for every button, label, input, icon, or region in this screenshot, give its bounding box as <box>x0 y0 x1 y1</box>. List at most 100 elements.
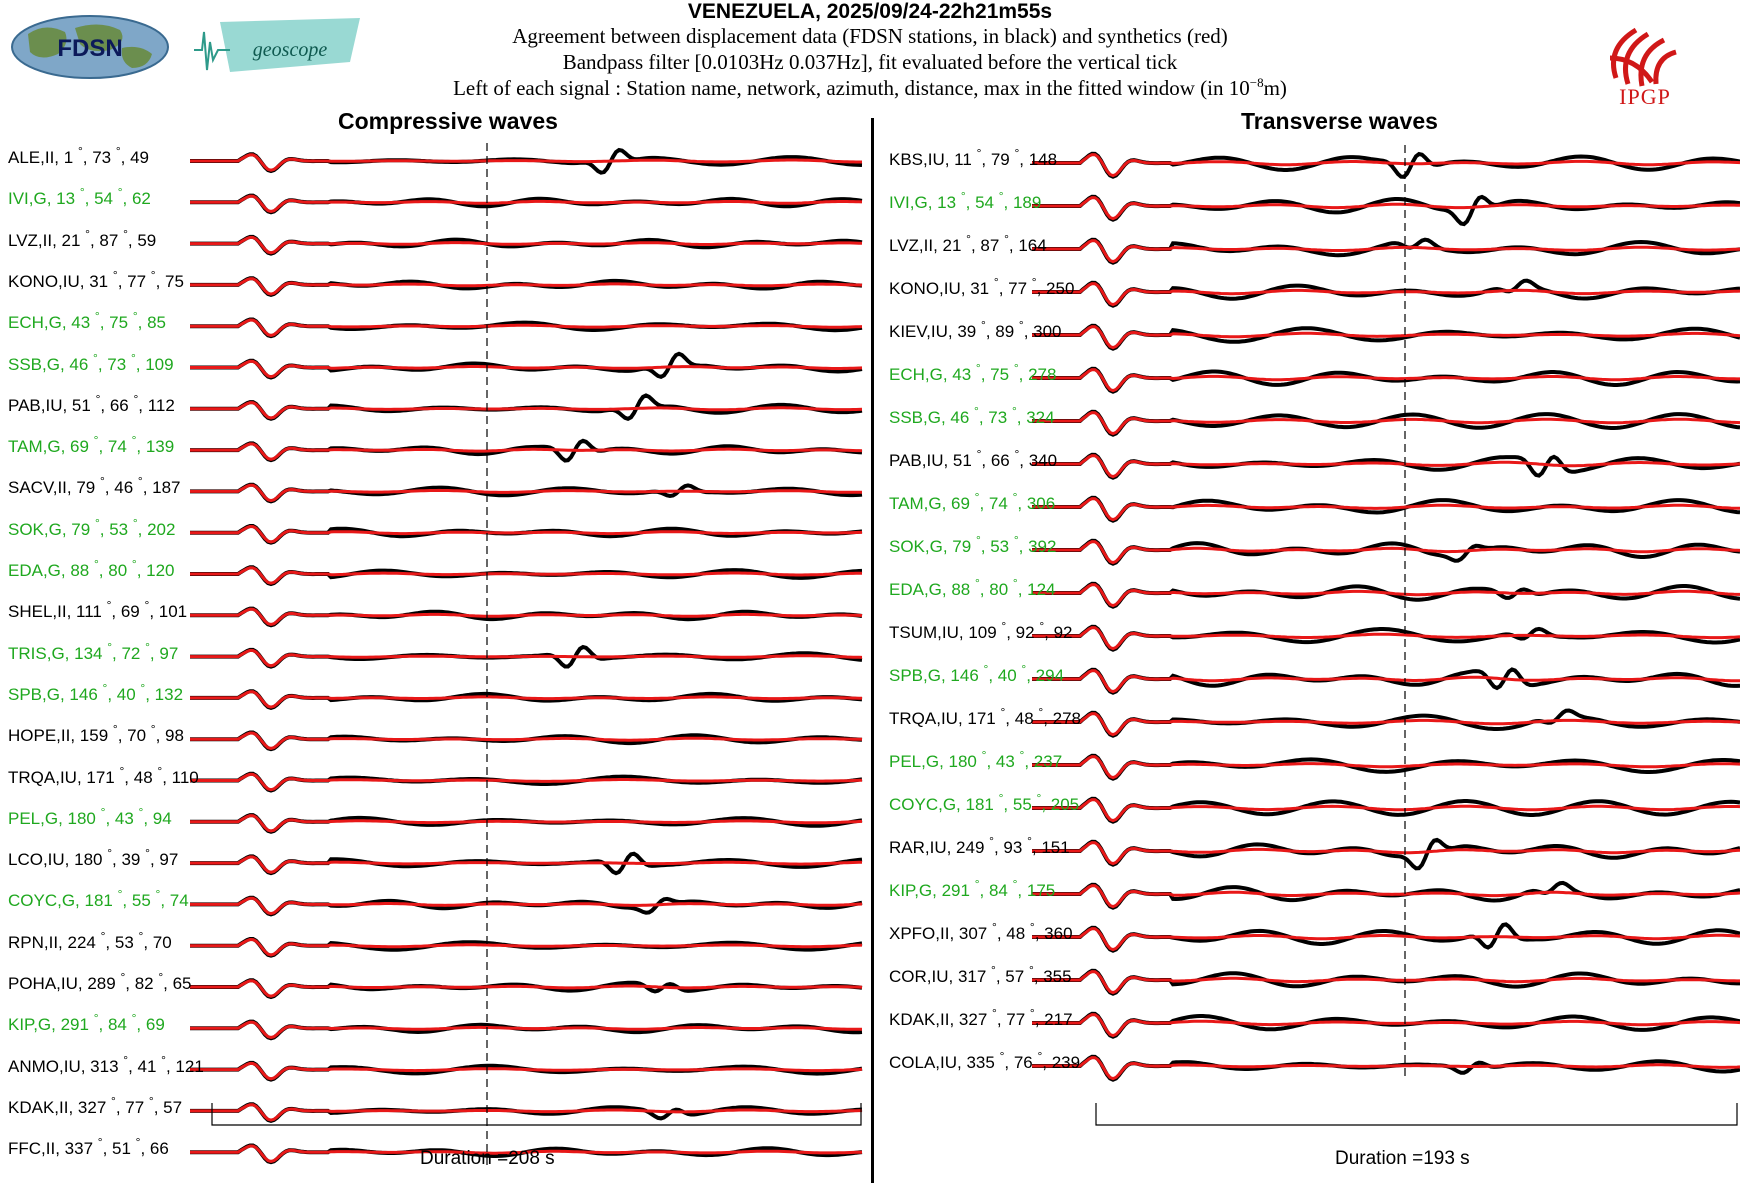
station-label-kip: KIP,G, 291 °, 84 °, 175 <box>889 877 1056 900</box>
synthetic-trace-tam-t <box>1032 497 1740 522</box>
station-label-sok: SOK,G, 79 °, 53 °, 392 <box>889 533 1057 556</box>
station-label-hope: HOPE,II, 159 °, 70 °, 98 <box>8 722 184 746</box>
synthetic-trace-spb-t <box>1032 669 1740 694</box>
synthetic-trace-tam-z <box>190 442 863 461</box>
station-label-kdak: KDAK,II, 327 °, 77 °, 57 <box>8 1093 183 1117</box>
station-label-cor: COR,IU, 317 °, 57 °, 355 <box>889 963 1072 986</box>
station-label-tam: TAM,G, 69 °, 74 °, 139 <box>8 433 175 457</box>
station-label-tris: TRIS,G, 134 °, 72 °, 97 <box>8 639 179 663</box>
synthetic-trace-ssb-t <box>1032 411 1740 436</box>
synthetic-trace-eda-z <box>190 566 863 585</box>
compressive-duration-bracket <box>211 1103 862 1126</box>
synthetic-trace-lvz-t <box>1032 239 1740 264</box>
station-label-lvz: LVZ,II, 21 °, 87 °, 164 <box>889 232 1047 255</box>
synthetic-trace-cola-t <box>1032 1056 1740 1081</box>
synthetic-trace-kbs-t <box>1032 153 1740 178</box>
synthetic-trace-eda-t <box>1032 583 1740 608</box>
synthetic-trace-kiev-t <box>1032 325 1740 350</box>
synthetic-trace-ech-t <box>1032 368 1740 393</box>
station-label-tsum: TSUM,IU, 109 °, 92 °, 92 <box>889 619 1073 642</box>
synthetic-trace-hope-z <box>190 731 862 750</box>
transverse-panel-title: Transverse waves <box>1241 108 1438 134</box>
transverse-duration-label: Duration =193 s <box>1335 1148 1470 1169</box>
station-label-shel: SHEL,II, 111 °, 69 °, 101 <box>8 598 188 622</box>
synthetic-trace-xpfo-t <box>1032 927 1740 952</box>
station-label-eda: EDA,G, 88 °, 80 °, 120 <box>8 557 175 580</box>
station-label-poha: POHA,IU, 289 °, 82 °, 65 <box>8 970 192 993</box>
ipgp-logo <box>1609 27 1677 87</box>
station-label-spb: SPB,G, 146 °, 40 °, 132 <box>8 680 184 704</box>
ipgp-logo-text: IPGP <box>1619 84 1671 109</box>
station-label-pab: PAB,IU, 51 °, 66 °, 340 <box>889 447 1058 470</box>
synthetic-trace-kono-t <box>1032 282 1740 307</box>
synthetic-trace-anmo-z <box>190 1061 863 1081</box>
synthetic-trace-coyc-z <box>190 896 863 916</box>
figure-subtitle-2: Bandpass filter [0.0103Hz 0.037Hz], fit … <box>562 50 1178 74</box>
station-label-lvz: LVZ,II, 21 °, 87 °, 59 <box>8 226 157 250</box>
synthetic-trace-ale-z <box>190 153 862 172</box>
synthetic-trace-ech-z <box>190 318 863 337</box>
data-trace-lvz-t <box>1032 237 1740 265</box>
station-label-cola: COLA,IU, 335 °, 76 °, 239 <box>889 1049 1081 1072</box>
station-label-ivi: IVI,G, 13 °, 54 °, 189 <box>889 189 1042 212</box>
data-trace-pel-z <box>190 813 863 834</box>
geoscope-logo-text: geoscope <box>253 39 328 61</box>
synthetic-trace-coyc-t <box>1032 798 1740 823</box>
station-label-coyc: COYC,G, 181 °, 55 °, 205 <box>889 791 1080 814</box>
data-trace-coyc-z <box>190 895 863 917</box>
station-label-rar: RAR,IU, 249 °, 93 °, 151 <box>889 834 1070 857</box>
station-label-rpn: RPN,II, 224 °, 53 °, 70 <box>8 928 172 952</box>
figure-subtitle-3: Left of each signal : Station name, netw… <box>0 75 1740 101</box>
fdsn-logo: FDSN <box>11 15 169 79</box>
station-label-ffc: FFC,II, 337 °, 51 °, 66 <box>8 1135 169 1159</box>
data-trace-poha-z <box>190 978 863 1000</box>
synthetic-trace-lvz-z <box>190 235 863 255</box>
data-trace-eda-z <box>190 565 863 587</box>
compressive-panel-title: Compressive waves <box>338 108 558 134</box>
station-label-kono: KONO,IU, 31 °, 77 °, 75 <box>8 267 184 291</box>
station-label-ssb: SSB,G, 46 °, 73 °, 109 <box>8 350 174 374</box>
station-label-coyc: COYC,G, 181 °, 55 °, 74 <box>8 887 189 911</box>
synthetic-trace-shel-z <box>190 607 863 627</box>
subtitle-3-exponent: −8 <box>1249 75 1264 90</box>
station-label-tam: TAM,G, 69 °, 74 °, 306 <box>889 490 1056 513</box>
synthetic-trace-ffc-z <box>190 1144 863 1163</box>
data-trace-anmo-z <box>190 1060 863 1082</box>
synthetic-trace-tsum-t <box>1032 626 1740 651</box>
station-label-kbs: KBS,IU, 11 °, 79 °, 148 <box>889 146 1058 169</box>
synthetic-trace-trqa-z <box>190 772 863 792</box>
synthetic-trace-ssb-z <box>190 359 863 379</box>
station-label-kono: KONO,IU, 31 °, 77 °, 250 <box>889 275 1075 298</box>
synthetic-trace-lco-z <box>190 855 863 874</box>
figure-title: VENEZUELA, 2025/09/24-22h21m55s <box>687 0 1053 23</box>
synthetic-trace-sok-t <box>1032 540 1740 565</box>
station-label-ale: ALE,II, 1 °, 73 °, 49 <box>8 144 150 167</box>
data-trace-ivi-t <box>1032 194 1740 227</box>
synthetic-trace-sok-z <box>190 524 862 544</box>
station-label-pel: PEL,G, 180 °, 43 °, 237 <box>889 748 1063 771</box>
subtitle-3-prefix: Left of each signal : Station name, netw… <box>453 76 1250 100</box>
station-label-kiev: KIEV,IU, 39 °, 89 °, 300 <box>889 318 1062 341</box>
synthetic-trace-tris-z <box>190 648 863 668</box>
station-label-xpfo: XPFO,II, 307 °, 48 °, 360 <box>889 920 1073 943</box>
data-trace-sok-z <box>190 524 863 545</box>
station-label-spb: SPB,G, 146 °, 40 °, 294 <box>889 662 1065 685</box>
data-trace-shel-z <box>190 606 863 628</box>
data-trace-pab-t <box>1032 452 1740 480</box>
data-trace-ech-z <box>190 317 863 339</box>
synthetic-trace-poha-z <box>190 979 863 998</box>
station-label-kdak: KDAK,II, 327 °, 77 °, 217 <box>889 1006 1073 1029</box>
station-label-eda: EDA,G, 88 °, 80 °, 124 <box>889 576 1056 599</box>
station-label-trqa: TRQA,IU, 171 °, 48 °, 278 <box>889 705 1082 728</box>
station-label-ssb: SSB,G, 46 °, 73 °, 324 <box>889 404 1055 427</box>
synthetic-trace-sacv-z <box>190 483 863 503</box>
station-label-sacv: SACV,II, 79 °, 46 °, 187 <box>8 474 181 498</box>
station-label-anmo: ANMO,IU, 313 °, 41 °, 121 <box>8 1052 204 1076</box>
data-trace-tsum-t <box>1032 624 1740 652</box>
station-label-pab: PAB,IU, 51 °, 66 °, 112 <box>8 391 175 415</box>
data-trace-cola-t <box>1032 1054 1740 1082</box>
subtitle-3-suffix: m) <box>1263 76 1287 100</box>
compressive-duration-label: Duration =208 s <box>420 1148 555 1169</box>
station-label-ivi: IVI,G, 13 °, 54 °, 62 <box>8 185 151 209</box>
